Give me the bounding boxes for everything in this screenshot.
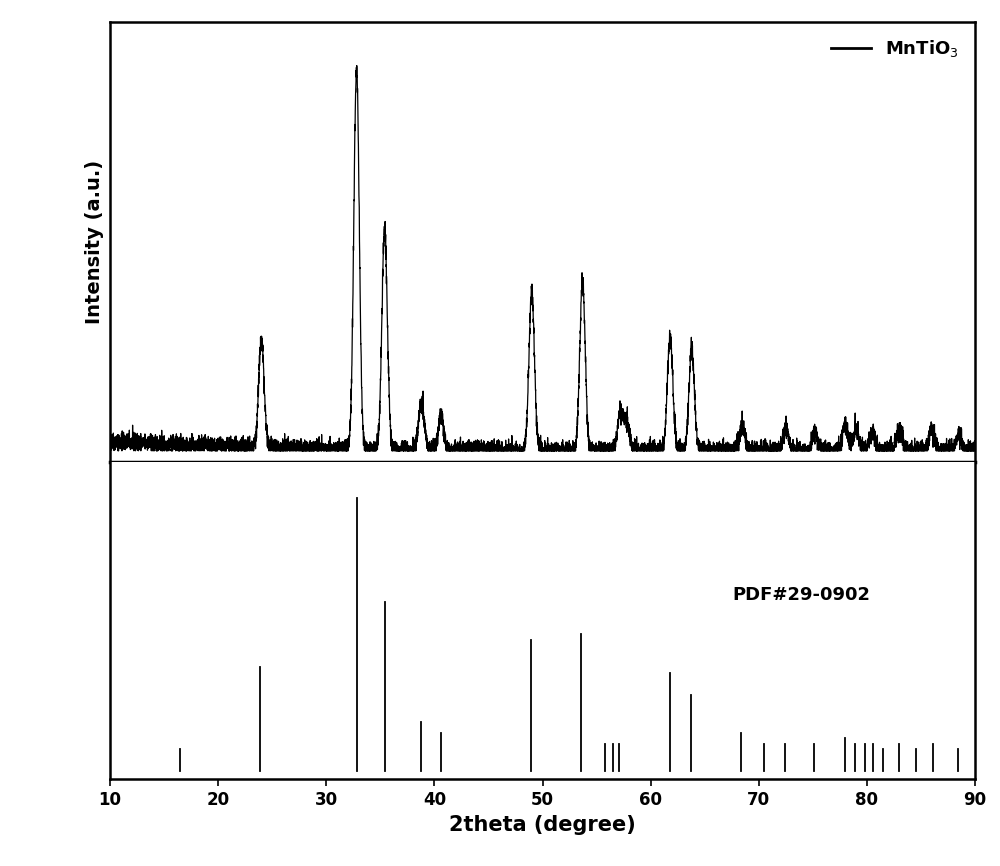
Legend: MnTiO$_3$: MnTiO$_3$ (824, 30, 966, 66)
Y-axis label: Intensity (a.u.): Intensity (a.u.) (85, 160, 104, 324)
Text: PDF#29-0902: PDF#29-0902 (733, 586, 871, 604)
X-axis label: 2theta (degree): 2theta (degree) (449, 815, 636, 835)
